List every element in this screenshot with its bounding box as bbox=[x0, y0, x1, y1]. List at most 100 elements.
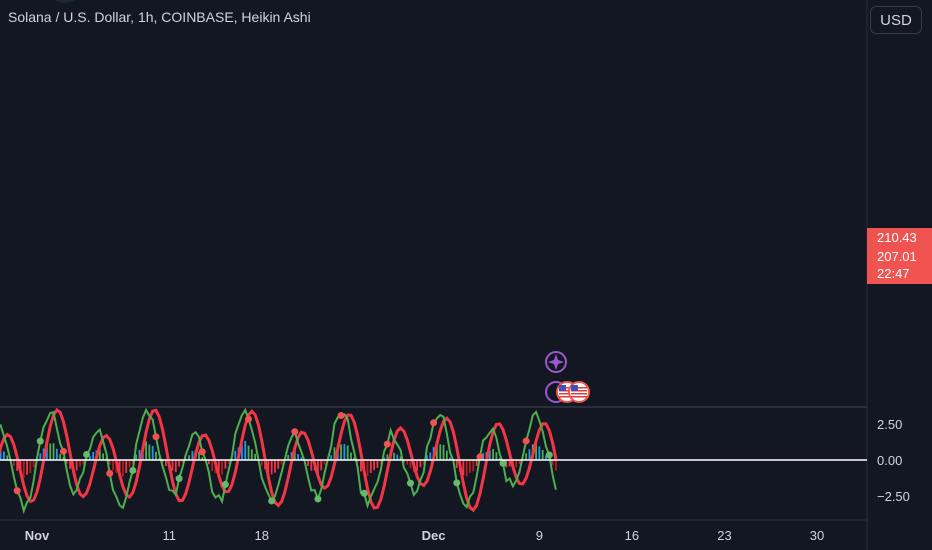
oscillator-cross-marker bbox=[176, 475, 183, 482]
oscillator-bar bbox=[33, 460, 35, 467]
oscillator-bar bbox=[410, 460, 412, 468]
oscillator-bar bbox=[155, 452, 157, 460]
oscillator-bar bbox=[476, 460, 478, 466]
oscillator-bar bbox=[350, 453, 352, 460]
oscillator-cross-marker bbox=[245, 416, 252, 423]
time-tick-label: 16 bbox=[625, 528, 639, 543]
oscillator-cross-marker bbox=[523, 438, 530, 445]
oscillator-bar bbox=[552, 460, 554, 465]
oscillator-tick-label: 2.50 bbox=[877, 417, 902, 432]
oscillator-bar bbox=[92, 452, 94, 460]
oscillator-bar bbox=[377, 460, 379, 468]
oscillator-bar bbox=[542, 450, 544, 460]
oscillator-bar bbox=[277, 460, 279, 469]
oscillator-cross-marker bbox=[291, 428, 298, 435]
oscillator-bar bbox=[515, 460, 517, 467]
time-tick-label: 23 bbox=[717, 528, 731, 543]
oscillator-bar bbox=[129, 460, 131, 468]
oscillator-bar bbox=[393, 453, 395, 460]
oscillator-bar bbox=[244, 441, 246, 460]
time-tick-label: 30 bbox=[810, 528, 824, 543]
oscillator-bar bbox=[429, 453, 431, 460]
oscillator-bar bbox=[13, 460, 15, 466]
oscillator-bar bbox=[320, 460, 322, 470]
oscillator-bar bbox=[248, 446, 250, 460]
oscillator-bar bbox=[102, 453, 104, 460]
oscillator-bar bbox=[310, 460, 312, 471]
oscillator-bar bbox=[469, 460, 471, 473]
oscillator-bar bbox=[29, 460, 31, 473]
oscillator-cross-marker bbox=[546, 451, 553, 458]
oscillator-tick-label: −2.50 bbox=[877, 489, 910, 504]
oscillator-cross-marker bbox=[338, 412, 345, 419]
oscillator-bar bbox=[367, 460, 369, 476]
current-price: 207.01 bbox=[877, 248, 932, 265]
oscillator-bar bbox=[529, 449, 531, 460]
oscillator-bar bbox=[340, 444, 342, 460]
oscillator-bar bbox=[175, 460, 177, 472]
time-tick-label: Nov bbox=[25, 528, 50, 543]
oscillator-bar bbox=[224, 460, 226, 469]
oscillator-bar bbox=[39, 453, 41, 460]
currency-button[interactable]: USD bbox=[870, 6, 922, 34]
oscillator-bar bbox=[343, 444, 345, 460]
oscillator-cross-marker bbox=[314, 495, 321, 502]
oscillator-bar bbox=[538, 446, 540, 460]
oscillator-bar bbox=[297, 454, 299, 460]
oscillator-bar bbox=[472, 460, 474, 471]
bar-countdown: 22:47 bbox=[877, 265, 932, 282]
oscillator-bar bbox=[443, 445, 445, 460]
flag-stripe bbox=[571, 393, 587, 395]
oscillator-bar bbox=[254, 454, 256, 460]
oscillator-bar bbox=[466, 460, 468, 476]
oscillator-bar bbox=[525, 453, 527, 460]
oscillator-bar bbox=[456, 460, 458, 468]
chart-title: Solana / U.S. Dollar, 1h, COINBASE, Heik… bbox=[8, 9, 311, 25]
oscillator-bar bbox=[79, 460, 81, 467]
oscillator-bar bbox=[211, 460, 213, 471]
oscillator-cross-marker bbox=[500, 460, 507, 467]
oscillator-bar bbox=[178, 460, 180, 466]
time-tick-label: Dec bbox=[422, 528, 446, 543]
oscillator-bar bbox=[23, 460, 25, 478]
oscillator-cross-marker bbox=[60, 448, 67, 455]
us-flag-event-icon[interactable] bbox=[569, 382, 589, 402]
oscillator-bar bbox=[148, 445, 150, 460]
oscillator-bar bbox=[122, 460, 124, 477]
oscillator-cross-marker bbox=[14, 487, 21, 494]
flag-stripe bbox=[571, 396, 587, 398]
oscillator-bar bbox=[307, 460, 309, 466]
oscillator-bar bbox=[26, 460, 28, 475]
flag-canton bbox=[559, 385, 566, 391]
last-close-price-tag: 210.43 bbox=[867, 228, 932, 248]
oscillator-cross-marker bbox=[199, 448, 206, 455]
oscillator-cross-marker bbox=[407, 480, 414, 487]
oscillator-cross-marker bbox=[106, 470, 113, 477]
oscillator-bar bbox=[3, 452, 5, 460]
oscillator-cross-marker bbox=[430, 419, 437, 426]
oscillator-bar bbox=[496, 452, 498, 460]
oscillator-cross-marker bbox=[152, 433, 159, 440]
oscillator-bar bbox=[555, 460, 557, 470]
oscillator-cross-marker bbox=[37, 438, 44, 445]
oscillator-cross-marker bbox=[361, 490, 368, 497]
oscillator-bar bbox=[76, 460, 78, 471]
sparkle-event-icon[interactable] bbox=[546, 352, 566, 372]
flag-canton bbox=[571, 385, 578, 391]
oscillator-bar bbox=[112, 460, 114, 471]
oscillator-bar bbox=[370, 460, 372, 473]
oscillator-bar bbox=[492, 449, 494, 460]
oscillator-bar bbox=[56, 449, 58, 460]
oscillator-bar bbox=[125, 460, 127, 473]
oscillator-bar bbox=[439, 444, 441, 460]
oscillator-bar bbox=[261, 460, 263, 466]
oscillator-bar bbox=[152, 446, 154, 460]
oscillator-cross-marker bbox=[384, 441, 391, 448]
time-tick-label: 9 bbox=[536, 528, 543, 543]
oscillator-cross-marker bbox=[268, 497, 275, 504]
oscillator-cross-marker bbox=[83, 451, 90, 458]
oscillator-bar bbox=[396, 455, 398, 460]
oscillator-bar bbox=[234, 451, 236, 460]
oscillator-bar bbox=[386, 454, 388, 460]
